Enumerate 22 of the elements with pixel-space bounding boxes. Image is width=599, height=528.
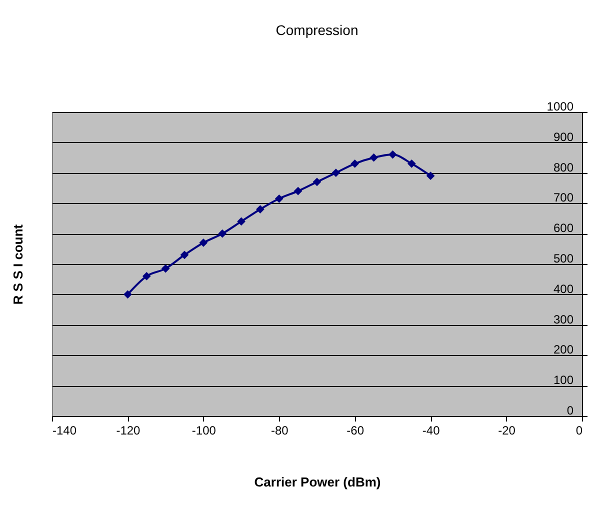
y-tick-label: 200 xyxy=(553,342,574,357)
x-tick-label: 0 xyxy=(576,424,583,438)
y-axis-title: R S S I count xyxy=(10,224,26,305)
x-tick-label: -40 xyxy=(422,424,440,438)
x-axis-title: Carrier Power (dBm) xyxy=(254,474,381,490)
y-tick-label: 500 xyxy=(553,252,574,266)
y-tick-label: 0 xyxy=(566,404,574,418)
x-tick-label: -120 xyxy=(116,424,141,438)
y-tick-label: 600 xyxy=(553,221,574,236)
x-tick-label: -100 xyxy=(192,424,216,438)
x-tick-label: -80 xyxy=(270,424,289,438)
y-tick-label: 100 xyxy=(553,373,574,388)
y-tick-label: 400 xyxy=(553,282,574,296)
x-tick-label: -140 xyxy=(52,424,77,438)
y-tick-label: 300 xyxy=(553,312,574,326)
x-tick-label: -20 xyxy=(498,424,516,438)
chart-title: Compression xyxy=(276,22,358,38)
y-tick-label: 800 xyxy=(553,160,574,174)
y-tick-label: 700 xyxy=(553,190,574,205)
y-tick-label: 1000 xyxy=(546,100,574,114)
y-tick-label: 900 xyxy=(553,130,574,144)
x-tick-label: -60 xyxy=(346,424,364,438)
